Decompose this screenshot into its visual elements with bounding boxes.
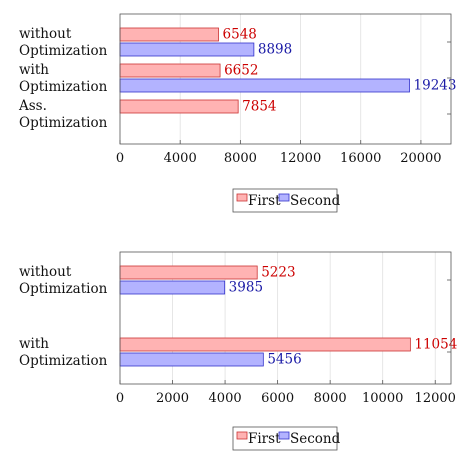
- legend-label-second: Second: [290, 193, 341, 209]
- data-label: 7854: [242, 99, 276, 115]
- category-label: Ass. Optimization: [18, 98, 108, 131]
- category-label-line: with: [19, 62, 49, 78]
- x-tick-label: 4000: [209, 391, 242, 406]
- category-label-line: with: [19, 336, 49, 352]
- plot-frame: [119, 251, 452, 385]
- category-label-line: Ass.: [18, 98, 47, 114]
- category-label-line: without: [19, 26, 72, 42]
- x-tick-label: 20000: [400, 151, 441, 166]
- bar-first-1: [119, 27, 219, 42]
- category-label: with Optimization: [19, 336, 108, 369]
- bar-second-2: [119, 78, 410, 93]
- category-label-line: Optimization: [19, 43, 108, 59]
- legend-label-first: First: [248, 431, 281, 447]
- category-label-line: Optimization: [19, 353, 108, 369]
- category-label: without Optimization: [19, 26, 108, 59]
- legend: First Second: [232, 426, 341, 451]
- category-label-line: Optimization: [19, 115, 108, 131]
- legend-swatch-second: [278, 193, 290, 202]
- x-tick-label: 12000: [415, 391, 456, 406]
- plot-frame: [119, 13, 452, 145]
- x-tick-label: 0: [116, 151, 124, 166]
- bar-first-2: [119, 63, 221, 78]
- x-tick-label: 16000: [340, 151, 381, 166]
- bar-second-1: [119, 42, 255, 57]
- data-label: 5456: [267, 352, 301, 368]
- bar-second-1: [119, 280, 226, 295]
- bar-first-3: [119, 99, 239, 114]
- legend-label-first: First: [248, 193, 281, 209]
- x-tick-label: 8000: [224, 151, 257, 166]
- category-label: with Optimization: [19, 62, 108, 95]
- x-tick-label: 2000: [156, 391, 189, 406]
- legend-swatch-second: [278, 431, 290, 440]
- x-tick-label: 12000: [280, 151, 321, 166]
- x-tick-label: 6000: [261, 391, 294, 406]
- data-label: 19243: [414, 78, 457, 94]
- category-label-line: Optimization: [19, 79, 108, 95]
- category-label-line: without: [19, 264, 72, 280]
- category-label: without Optimization: [19, 264, 108, 297]
- category-label-line: Optimization: [19, 281, 108, 297]
- data-label: 6652: [224, 63, 258, 79]
- chart-2: 5223 11054 3985 5456 0 2000 4000 6000 8000 10000 1…: [19, 251, 457, 451]
- x-tick-label: 10000: [362, 391, 403, 406]
- data-label: 11054: [414, 337, 457, 353]
- bar-first-1: [119, 265, 258, 280]
- x-tick-label: 8000: [314, 391, 347, 406]
- legend-label-second: Second: [290, 431, 341, 447]
- bar-second-2: [119, 352, 264, 367]
- data-label: 8898: [258, 42, 292, 58]
- legend: First Second: [232, 188, 341, 213]
- legend-swatch-first: [236, 193, 248, 202]
- x-tick-label: 4000: [164, 151, 197, 166]
- chart-1: 6548 6652 7854 8898 19243 0 4000 8000 12000 16000…: [18, 13, 457, 213]
- data-label: 3985: [229, 280, 263, 296]
- data-label: 6548: [223, 27, 257, 43]
- data-label: 5223: [261, 265, 295, 281]
- legend-swatch-first: [236, 431, 248, 440]
- x-tick-label: 0: [116, 391, 124, 406]
- bar-first-2: [119, 337, 411, 352]
